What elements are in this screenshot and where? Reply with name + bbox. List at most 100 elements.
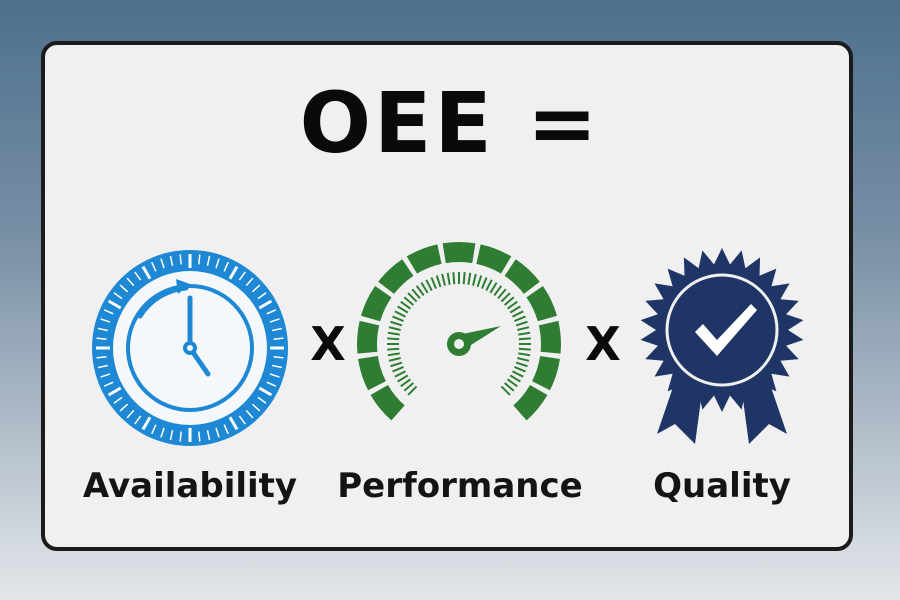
clock-tick bbox=[238, 271, 246, 281]
clock-tick bbox=[179, 254, 182, 265]
gauge-segment bbox=[526, 286, 557, 322]
gauge-tick bbox=[509, 305, 521, 314]
clock-tick bbox=[103, 381, 114, 387]
gauge-tick bbox=[476, 275, 483, 288]
clock-tick bbox=[113, 292, 123, 300]
clock-tick bbox=[269, 373, 280, 378]
gauge-segment bbox=[357, 320, 380, 354]
gauge-tick bbox=[481, 277, 488, 289]
clock-tick bbox=[179, 431, 182, 442]
gauge-tick bbox=[452, 272, 456, 285]
clock-tick bbox=[160, 427, 165, 438]
gauge-segment bbox=[476, 244, 512, 274]
clock-tick bbox=[151, 261, 157, 272]
gauge-segment bbox=[406, 244, 442, 274]
gauge-segment bbox=[538, 320, 561, 354]
speedometer-icon bbox=[357, 242, 561, 421]
gauge-tick bbox=[518, 337, 531, 341]
clock-tick bbox=[169, 430, 174, 441]
clock-tick bbox=[223, 261, 229, 272]
gauge-tick bbox=[497, 288, 507, 300]
gauge-tick bbox=[506, 300, 518, 310]
clock-tick bbox=[257, 292, 267, 300]
clock-tick bbox=[198, 254, 201, 265]
gauge-tick bbox=[411, 288, 421, 300]
clock-tick bbox=[151, 424, 157, 435]
gauge-segment bbox=[358, 356, 386, 391]
clock-tick bbox=[97, 327, 108, 332]
gauge-tick bbox=[400, 300, 412, 310]
clock-tick bbox=[160, 258, 165, 269]
gauge-tick bbox=[425, 279, 433, 291]
clock-tick bbox=[134, 415, 142, 425]
gauge-tick bbox=[446, 272, 451, 285]
formula-title: OEE = bbox=[299, 74, 601, 172]
gauge-tick bbox=[500, 385, 511, 396]
clock-tick bbox=[258, 299, 273, 310]
clock-arrow-head bbox=[176, 279, 190, 294]
clock-tick bbox=[257, 396, 267, 404]
clock-tick bbox=[245, 409, 254, 419]
gauge-ticks bbox=[387, 272, 531, 396]
gauge-tick bbox=[403, 382, 415, 392]
gauge-tick bbox=[397, 305, 409, 314]
checkmark-icon bbox=[695, 304, 757, 356]
gauge-tick bbox=[394, 310, 406, 318]
clock-tick bbox=[103, 309, 114, 315]
clock-tick bbox=[100, 318, 111, 323]
clock-tick bbox=[206, 255, 211, 266]
gauge-tick bbox=[485, 279, 493, 291]
clock-tick bbox=[119, 403, 129, 412]
badge-outer-ring bbox=[665, 273, 779, 387]
clock-tick bbox=[273, 356, 284, 359]
gauge-tick bbox=[518, 352, 531, 357]
clock-tick bbox=[126, 277, 135, 287]
gauge-tick bbox=[435, 275, 442, 288]
clock-tick bbox=[100, 373, 111, 378]
clock-tick bbox=[198, 431, 201, 442]
gauge-tick bbox=[415, 285, 425, 297]
clock-tick bbox=[96, 337, 107, 340]
gauge-tick bbox=[390, 320, 403, 327]
gauge-tick bbox=[517, 326, 530, 331]
clock-tick bbox=[266, 381, 277, 387]
gauge-segment bbox=[370, 384, 405, 421]
clock-tick bbox=[251, 284, 261, 293]
gauge-segment bbox=[532, 356, 560, 391]
gauge-tick bbox=[472, 273, 477, 286]
gauge-tick bbox=[388, 326, 401, 331]
gauge-tick bbox=[509, 374, 521, 383]
gauge-tick bbox=[518, 331, 531, 336]
clock-tick bbox=[272, 327, 283, 332]
gauge-tick bbox=[514, 366, 526, 373]
clock-tick bbox=[119, 284, 129, 293]
gauge-tick bbox=[493, 285, 503, 297]
gauge-tick bbox=[407, 292, 418, 303]
gauge-tick bbox=[462, 272, 466, 285]
gauge-tick bbox=[420, 282, 429, 294]
gauge-segment bbox=[513, 384, 548, 421]
gauge-tick bbox=[388, 357, 401, 362]
clock-tick bbox=[141, 416, 152, 431]
badge-inner-disc bbox=[672, 280, 772, 380]
clock-tick bbox=[269, 318, 280, 323]
clock-tick bbox=[107, 386, 122, 397]
gauge-tick bbox=[390, 361, 403, 368]
gauge-tick bbox=[441, 273, 446, 286]
gauge-tick bbox=[403, 296, 415, 306]
gauge-segment bbox=[442, 242, 476, 264]
gauge-tick bbox=[387, 347, 400, 351]
clock-tick bbox=[97, 364, 108, 369]
gauge-tick bbox=[467, 272, 472, 285]
clock-tick bbox=[107, 299, 122, 310]
gauge-tick bbox=[514, 315, 526, 322]
gauge-tick bbox=[512, 370, 524, 378]
clock-tick bbox=[134, 271, 142, 281]
clock-inner-ring bbox=[126, 284, 254, 412]
clock-ticks bbox=[96, 254, 284, 442]
gauge-tick bbox=[407, 385, 418, 396]
gauge-tick bbox=[503, 382, 515, 392]
gauge-segment bbox=[361, 286, 392, 322]
clock-tick bbox=[96, 356, 107, 359]
clock-tick bbox=[251, 403, 261, 412]
